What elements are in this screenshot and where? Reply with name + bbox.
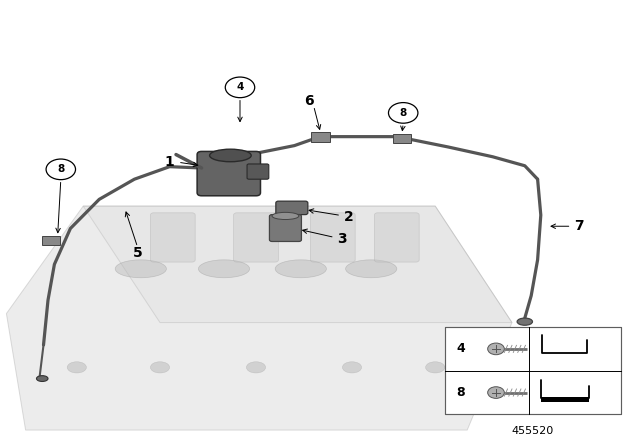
Text: 5: 5 <box>132 246 143 260</box>
Text: 7: 7 <box>574 219 584 233</box>
Ellipse shape <box>517 318 532 325</box>
Text: 8: 8 <box>57 164 65 174</box>
Text: 4: 4 <box>236 82 244 92</box>
Text: 455520: 455520 <box>511 426 554 436</box>
Ellipse shape <box>342 362 362 373</box>
Text: 8: 8 <box>456 386 465 399</box>
Text: 4: 4 <box>456 342 465 355</box>
FancyBboxPatch shape <box>197 151 260 196</box>
Ellipse shape <box>275 260 326 278</box>
Ellipse shape <box>150 362 170 373</box>
Text: 2: 2 <box>344 210 354 224</box>
FancyBboxPatch shape <box>445 327 621 414</box>
Text: 6: 6 <box>303 94 314 108</box>
FancyBboxPatch shape <box>311 132 330 142</box>
FancyBboxPatch shape <box>310 213 355 262</box>
Ellipse shape <box>115 260 166 278</box>
FancyBboxPatch shape <box>42 236 60 245</box>
Polygon shape <box>6 206 512 430</box>
Text: 1: 1 <box>164 155 175 169</box>
Ellipse shape <box>346 260 397 278</box>
FancyBboxPatch shape <box>234 213 278 262</box>
Ellipse shape <box>198 260 250 278</box>
Ellipse shape <box>246 362 266 373</box>
Ellipse shape <box>209 149 251 162</box>
FancyBboxPatch shape <box>150 213 195 262</box>
FancyBboxPatch shape <box>374 213 419 262</box>
FancyBboxPatch shape <box>269 215 301 241</box>
Polygon shape <box>83 206 512 323</box>
Ellipse shape <box>426 362 445 373</box>
Ellipse shape <box>67 362 86 373</box>
Ellipse shape <box>36 375 48 382</box>
Text: 8: 8 <box>399 108 407 118</box>
Text: 3: 3 <box>337 232 348 246</box>
FancyBboxPatch shape <box>247 164 269 179</box>
Circle shape <box>488 343 504 355</box>
Circle shape <box>488 387 504 398</box>
FancyBboxPatch shape <box>393 134 411 143</box>
Ellipse shape <box>272 212 299 220</box>
FancyBboxPatch shape <box>276 201 308 215</box>
FancyBboxPatch shape <box>541 397 589 402</box>
